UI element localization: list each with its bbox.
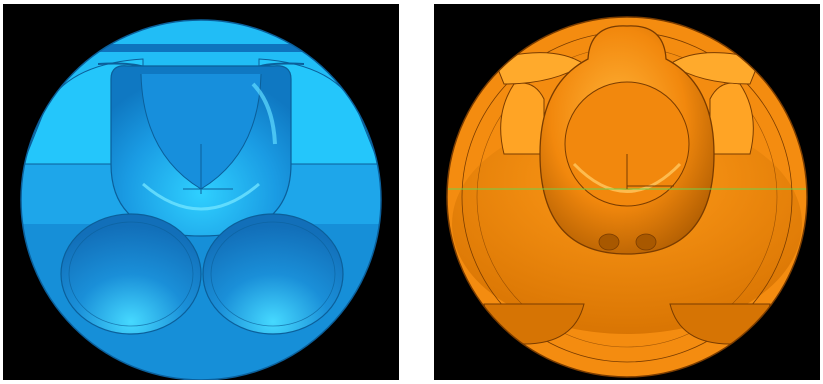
blue-piston-render <box>3 4 399 380</box>
blue-piston-drawing <box>20 19 382 380</box>
blue-crown-face <box>21 20 381 380</box>
blue-valve-pocket-left <box>60 213 202 335</box>
orange-piston-render <box>434 4 820 380</box>
orange-crown-face <box>447 17 807 377</box>
blue-valve-pocket-right <box>202 213 344 335</box>
orange-piston-drawing <box>446 16 808 378</box>
